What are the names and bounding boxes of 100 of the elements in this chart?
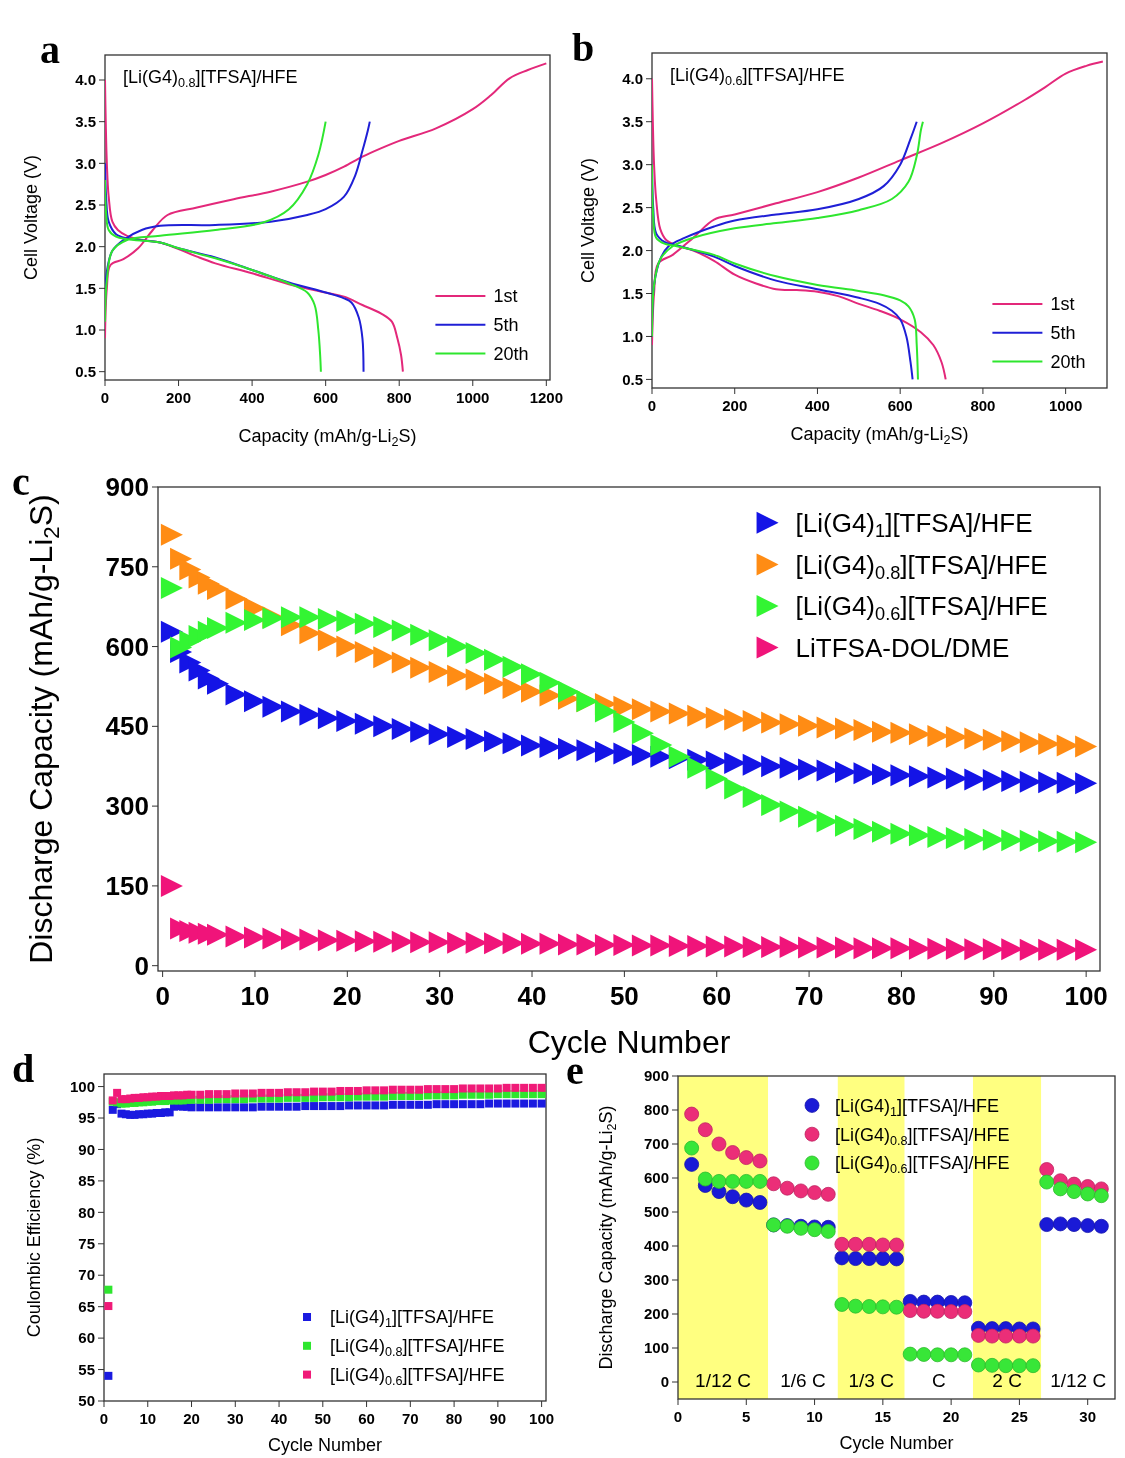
legend-label: 5th xyxy=(493,315,519,336)
x-tick-label: 800 xyxy=(386,389,412,406)
y-tick-label: 700 xyxy=(643,1135,669,1153)
y-axis-title: Cell Voltage (V) xyxy=(21,154,41,281)
x-tick-label: 5 xyxy=(742,1408,751,1425)
y-tick-label: 80 xyxy=(78,1203,95,1221)
x-tick-label: 30 xyxy=(1079,1408,1097,1425)
x-axis-title: Cycle Number xyxy=(839,1433,954,1453)
y-tick-label: 70 xyxy=(78,1266,95,1284)
y-tick-label: 3.5 xyxy=(622,112,643,130)
y-tick-label: 450 xyxy=(105,711,149,742)
x-tick-label: 200 xyxy=(166,389,192,406)
y-tick-label: 2.0 xyxy=(622,241,643,259)
chart-title: b xyxy=(572,25,595,70)
x-tick-label: 10 xyxy=(139,1410,157,1427)
band-label: C xyxy=(931,1370,946,1391)
legend-label: 20th xyxy=(493,343,529,364)
annotation: [Li(G4)$_{0.8}$][TFSA]/HFE xyxy=(123,67,298,90)
legend-label: [Li(G4)$_{1}$][TFSA]/HFE xyxy=(795,507,1033,542)
x-tick-label: 800 xyxy=(970,397,996,414)
y-tick-label: 800 xyxy=(643,1101,669,1119)
y-tick-label: 2.5 xyxy=(75,196,96,214)
x-tick-label: 30 xyxy=(226,1410,244,1427)
x-tick-label: 400 xyxy=(239,389,265,406)
y-tick-label: 300 xyxy=(643,1271,669,1289)
y-tick-label: 3.5 xyxy=(75,112,96,130)
x-tick-label: 70 xyxy=(401,1410,419,1427)
legend-label: 20th xyxy=(1050,351,1086,372)
x-tick-label: 20 xyxy=(183,1410,200,1427)
x-tick-label: 60 xyxy=(702,981,732,1011)
y-tick-label: 85 xyxy=(78,1172,95,1190)
x-tick-label: 400 xyxy=(804,397,830,414)
y-tick-label: 200 xyxy=(643,1305,669,1323)
y-tick-label: 300 xyxy=(105,791,149,822)
legend-label: [Li(G4)$_{0.8}$][TFSA]/HFE xyxy=(835,1124,1010,1148)
x-tick-label: 1000 xyxy=(1048,397,1083,414)
x-tick-label: 40 xyxy=(270,1410,288,1427)
legend-label: [Li(G4)$_{1}$][TFSA]/HFE xyxy=(835,1095,1000,1119)
y-tick-label: 1.0 xyxy=(75,321,96,339)
x-tick-label: 100 xyxy=(529,1410,555,1427)
y-tick-label: 4.0 xyxy=(75,71,96,89)
y-tick-label: 1.0 xyxy=(622,327,643,345)
y-tick-label: 900 xyxy=(643,1067,669,1085)
y-tick-label: 600 xyxy=(105,631,149,662)
legend-label: [Li(G4)$_{0.8}$][TFSA]/HFE xyxy=(795,549,1048,583)
x-tick-label: 600 xyxy=(313,389,339,406)
y-tick-label: 3.0 xyxy=(75,154,96,172)
y-tick-label: 500 xyxy=(643,1203,669,1221)
band-label: 2 C xyxy=(992,1370,1022,1391)
legend-label: [Li(G4)$_{0.6}$][TFSA]/HFE xyxy=(835,1153,1010,1177)
band-label: 1/3 C xyxy=(848,1370,894,1391)
y-tick-label: 100 xyxy=(643,1339,669,1357)
y-tick-label: 4.0 xyxy=(622,70,643,88)
y-tick-label: 2.0 xyxy=(75,237,96,255)
chart-title: a xyxy=(40,27,60,72)
legend-label: 5th xyxy=(1050,323,1076,344)
x-tick-label: 90 xyxy=(979,981,1009,1011)
y-axis-title: Coulombic Efficiency (%) xyxy=(24,1137,44,1338)
x-tick-label: 20 xyxy=(332,981,362,1011)
band-label: 1/12 C xyxy=(1050,1370,1107,1391)
band-label: 1/6 C xyxy=(780,1370,826,1391)
y-tick-label: 2.5 xyxy=(622,198,643,216)
legend-label: [Li(G4)$_{1}$][TFSA]/HFE xyxy=(330,1307,495,1331)
y-tick-label: 750 xyxy=(105,551,149,582)
x-tick-label: 25 xyxy=(1011,1408,1028,1425)
y-axis-title: Cell Voltage (V) xyxy=(578,157,598,284)
y-tick-label: 0 xyxy=(660,1373,669,1391)
x-tick-label: 0 xyxy=(673,1408,683,1425)
y-tick-label: 55 xyxy=(78,1360,95,1378)
x-tick-label: 0 xyxy=(155,981,170,1011)
x-tick-label: 15 xyxy=(874,1408,892,1425)
x-tick-label: 50 xyxy=(314,1410,332,1427)
legend-label: [Li(G4)$_{0.6}$][TFSA]/HFE xyxy=(330,1364,505,1388)
x-tick-label: 70 xyxy=(794,981,824,1011)
y-tick-label: 150 xyxy=(105,871,149,901)
y-tick-label: 1.5 xyxy=(622,284,643,302)
y-tick-label: 3.0 xyxy=(622,155,643,173)
x-tick-label: 90 xyxy=(489,1410,507,1427)
y-tick-label: 60 xyxy=(78,1329,95,1347)
x-tick-label: 1000 xyxy=(456,389,490,406)
y-tick-label: 900 xyxy=(105,472,149,503)
y-tick-label: 100 xyxy=(69,1077,95,1095)
chart-title: d xyxy=(12,1046,35,1091)
y-tick-label: 0.5 xyxy=(622,370,643,388)
x-tick-label: 200 xyxy=(722,397,748,414)
y-tick-label: 90 xyxy=(78,1140,95,1158)
y-tick-label: 0.5 xyxy=(75,362,96,380)
x-tick-label: 1200 xyxy=(529,389,564,406)
x-axis-title: Capacity (mAh/g-Li$_{2}$S) xyxy=(238,426,417,449)
x-tick-label: 20 xyxy=(942,1408,960,1425)
y-tick-label: 95 xyxy=(78,1109,95,1127)
legend-label: 1st xyxy=(493,286,518,307)
y-tick-label: 1.5 xyxy=(75,279,96,297)
x-tick-label: 80 xyxy=(445,1410,463,1427)
x-axis-title: Capacity (mAh/g-Li$_{2}$S) xyxy=(790,424,969,447)
legend-label: [Li(G4)$_{0.6}$][TFSA]/HFE xyxy=(795,591,1048,625)
y-tick-label: 50 xyxy=(78,1392,95,1410)
y-tick-label: 75 xyxy=(78,1235,95,1253)
x-axis-title: Cycle Number xyxy=(267,1435,383,1455)
legend-label: [Li(G4)$_{0.8}$][TFSA]/HFE xyxy=(330,1336,505,1359)
